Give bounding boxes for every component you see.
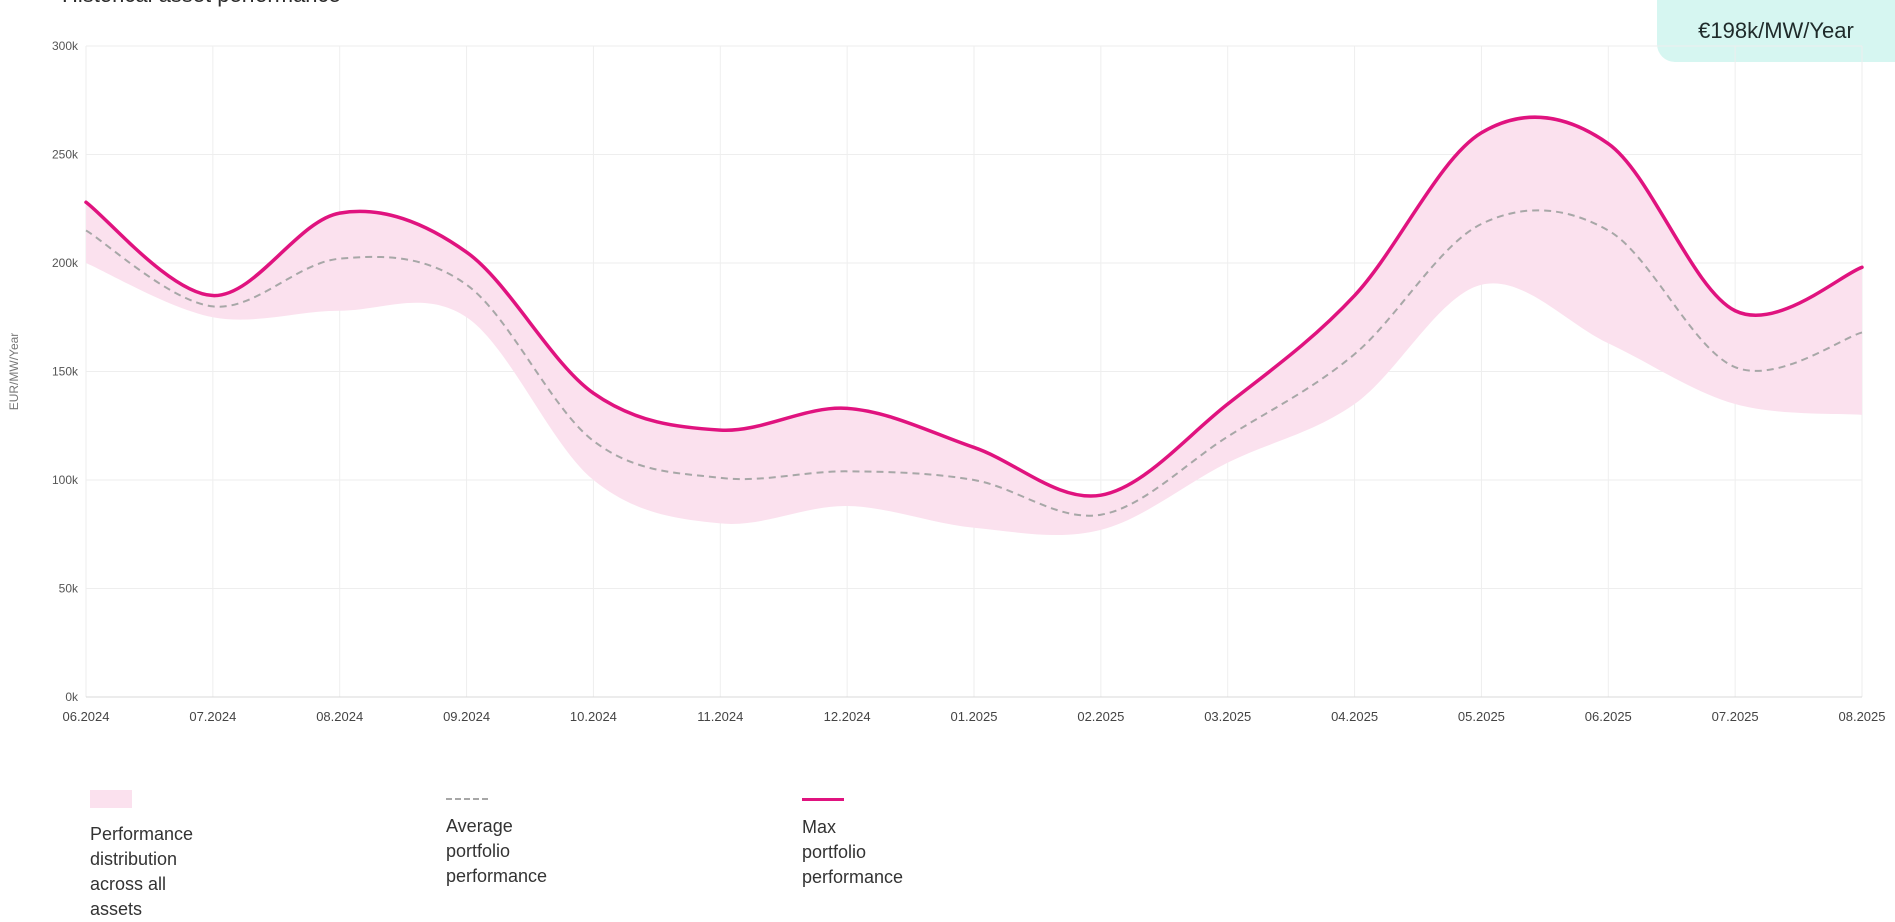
legend-max-label: Max portfolio performance — [802, 817, 904, 887]
performance-chart: 0k 50k 100k 150k 200k 250k 300k 06.2024 07.2024 0… — [7, 39, 1886, 724]
x-tick-label: 02.2025 — [1077, 709, 1124, 724]
avg-swatch — [446, 798, 488, 800]
legend-avg-line1: Average portfolio — [446, 816, 513, 861]
x-tick-label: 08.2024 — [316, 709, 363, 724]
legend-avg-line2: performance — [446, 866, 548, 886]
x-tick-label: 03.2025 — [1204, 709, 1251, 724]
x-tick-label: 07.2024 — [189, 709, 236, 724]
legend-band-line1: Performance distribution — [90, 824, 194, 869]
x-tick-label: 12.2024 — [824, 709, 871, 724]
y-tick-label: 300k — [52, 39, 79, 53]
band-swatch — [90, 790, 132, 808]
y-tick-label: 100k — [52, 473, 79, 487]
legend-item-max[interactable]: Max portfolio performance — [802, 790, 903, 890]
x-tick-label: 06.2025 — [1585, 709, 1632, 724]
y-tick-label: 0k — [65, 690, 79, 704]
average-line — [85, 209, 1863, 517]
y-tick-label: 200k — [52, 256, 79, 270]
page-title: Historical asset performance — [62, 0, 341, 8]
x-tick-label: 05.2025 — [1458, 709, 1505, 724]
legend-item-band[interactable]: Performance distribution across all asse… — [90, 790, 193, 922]
legend-band-line2: across all assets — [90, 874, 167, 919]
x-tick-label: 07.2025 — [1712, 709, 1759, 724]
distribution-band — [86, 117, 1862, 536]
x-tick-label: 01.2025 — [951, 709, 998, 724]
max-swatch — [802, 798, 844, 801]
max-line — [84, 115, 1864, 498]
y-axis-label: EUR/MW/Year — [7, 333, 21, 411]
y-tick-label: 150k — [52, 365, 79, 379]
legend-item-average[interactable]: Average portfolio performance — [446, 790, 547, 889]
y-tick-label: 250k — [52, 148, 79, 162]
performance-badge: €198k/MW/Year — [1657, 0, 1895, 62]
x-tick-label: 11.2024 — [697, 709, 743, 724]
x-tick-label: 09.2024 — [443, 709, 490, 724]
x-tick-label: 06.2024 — [63, 709, 110, 724]
x-tick-label: 04.2025 — [1331, 709, 1378, 724]
y-tick-label: 50k — [59, 582, 79, 596]
x-tick-label: 10.2024 — [570, 709, 617, 724]
x-tick-label: 08.2025 — [1839, 709, 1886, 724]
